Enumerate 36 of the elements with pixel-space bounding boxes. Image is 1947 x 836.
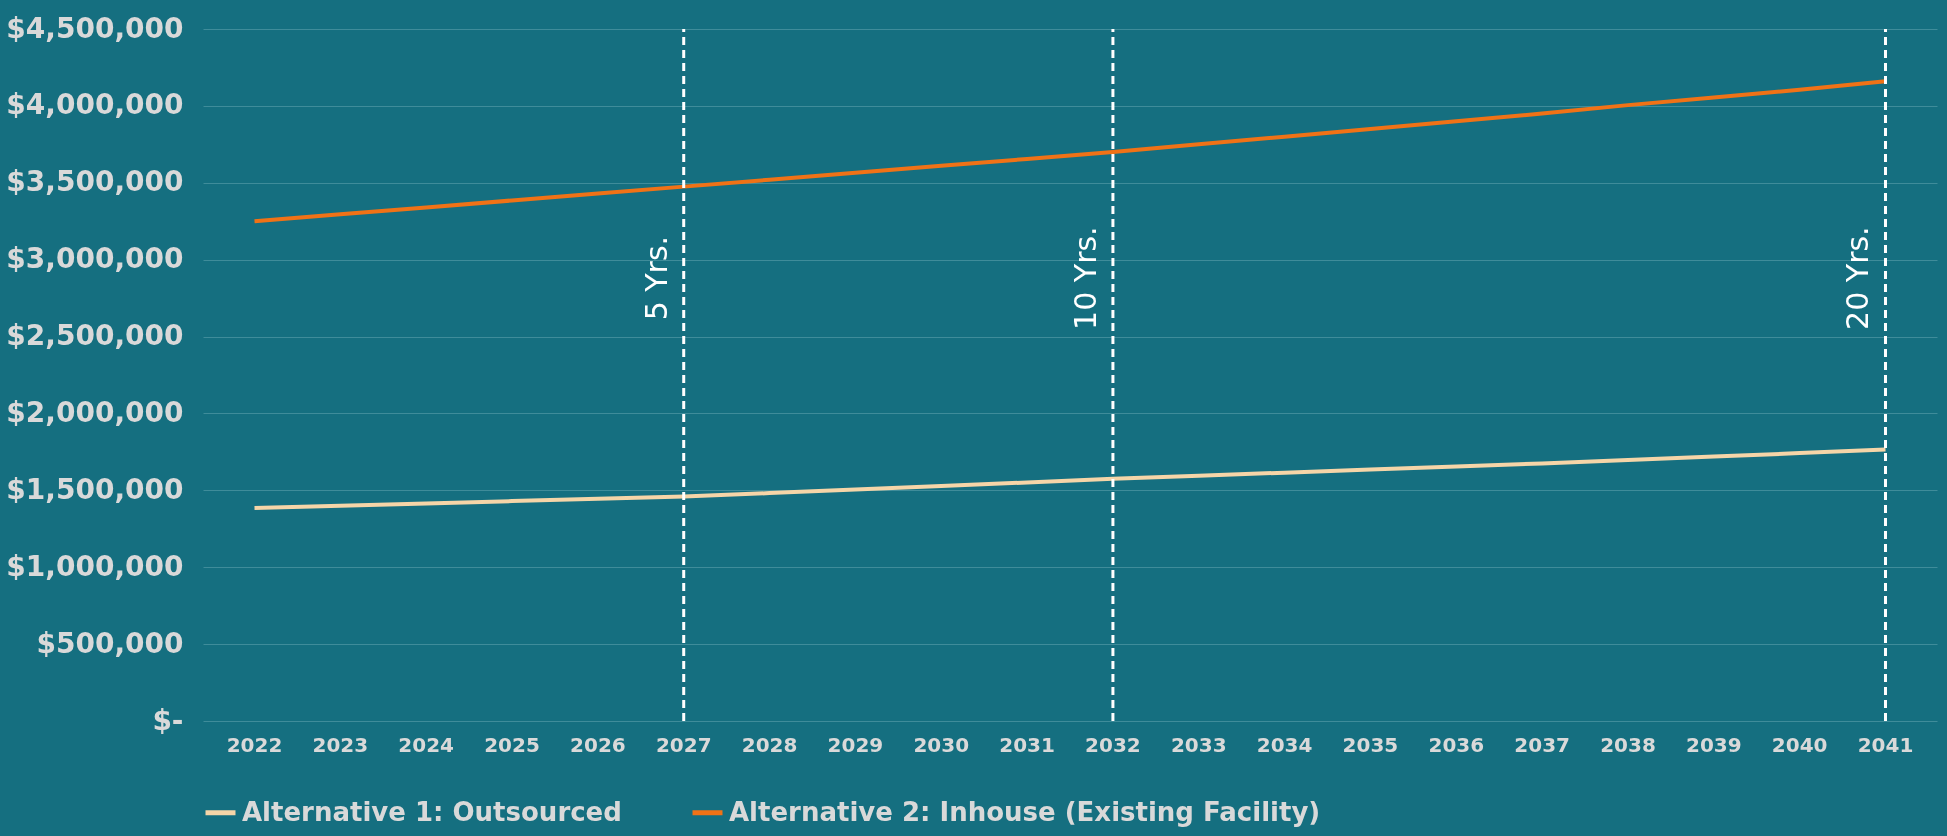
ref-line-label: 5 Yrs.: [638, 235, 674, 321]
x-tick-label: 2034: [1256, 732, 1313, 757]
x-tick-label: 2036: [1428, 732, 1485, 757]
y-tick-label: $4,000,000: [6, 88, 184, 122]
x-tick-label: 2027: [655, 732, 712, 757]
x-tick-label: 2031: [999, 732, 1055, 757]
x-tick-label: 2025: [484, 732, 540, 757]
x-tick-label: 2024: [398, 732, 455, 757]
y-tick-label: $500,000: [36, 626, 184, 660]
y-tick-label: $2,000,000: [6, 395, 184, 429]
y-tick-label: $1,500,000: [6, 472, 184, 506]
x-tick-label: 2035: [1342, 732, 1399, 757]
x-tick-label: 2041: [1857, 732, 1914, 757]
x-tick-label: 2026: [570, 732, 626, 757]
x-tick-label: 2032: [1085, 732, 1141, 757]
x-tick-label: 2037: [1514, 732, 1570, 757]
x-tick-label: 2038: [1600, 732, 1656, 757]
y-tick-label: $3,000,000: [6, 242, 184, 276]
y-tick-label: $-: [152, 703, 184, 737]
y-tick-label: $2,500,000: [6, 319, 184, 353]
x-tick-label: 2028: [741, 732, 798, 757]
x-tick-label: 2039: [1685, 732, 1742, 757]
line-series: [252, 447, 1888, 511]
x-tick-label: 2029: [827, 732, 884, 757]
x-tick-label: 2033: [1170, 732, 1227, 757]
ref-line-label: 10 Yrs.: [1067, 226, 1103, 330]
legend-label: Alternative 1: Outsourced: [242, 796, 622, 827]
y-tick-label: $1,000,000: [6, 549, 184, 583]
x-tick-label: 2022: [226, 732, 283, 757]
x-tick-label: 2040: [1771, 732, 1828, 757]
x-tick-label: 2023: [312, 732, 369, 757]
y-tick-label: $3,500,000: [6, 165, 184, 199]
ref-line-label: 20 Yrs.: [1840, 226, 1876, 330]
x-tick-label: 2030: [913, 732, 970, 757]
legend-label: Alternative 2: Inhouse (Existing Facility): [729, 796, 1321, 827]
y-tick-label: $4,500,000: [6, 11, 184, 45]
